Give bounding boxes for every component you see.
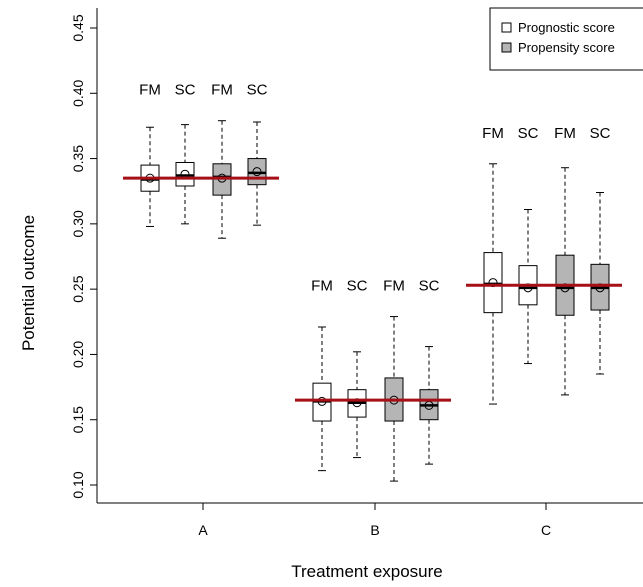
legend: Prognostic score Propensity score (490, 8, 643, 70)
method-label: SC (518, 125, 539, 142)
y-tick-label: 0.40 (70, 79, 86, 106)
legend-swatch (502, 43, 511, 52)
method-label: SC (347, 278, 368, 295)
legend-label: Propensity score (518, 40, 615, 55)
x-tick-label: A (198, 522, 208, 538)
box (484, 253, 502, 313)
y-tick-label: 0.10 (70, 471, 86, 498)
method-label: FM (211, 82, 233, 99)
legend-swatch (502, 23, 511, 32)
method-label: FM (482, 125, 504, 142)
method-label: FM (383, 278, 405, 295)
legend-label: Prognostic score (518, 20, 615, 35)
box (248, 159, 266, 185)
box (176, 162, 194, 186)
method-label: FM (311, 278, 333, 295)
x-tick-label: B (370, 522, 379, 538)
method-label: SC (247, 82, 268, 99)
x-tick-label: C (541, 522, 551, 538)
y-tick-label: 0.30 (70, 210, 86, 237)
x-axis-title: Treatment exposure (291, 562, 443, 581)
method-label: SC (175, 82, 196, 99)
y-tick-label: 0.45 (70, 14, 86, 41)
y-tick-label: 0.15 (70, 406, 86, 433)
method-label: FM (139, 82, 161, 99)
y-tick-label: 0.35 (70, 145, 86, 172)
y-tick-label: 0.20 (70, 341, 86, 368)
legend-box (490, 8, 643, 70)
y-tick-label: 0.25 (70, 275, 86, 302)
method-label: SC (419, 278, 440, 295)
y-axis-title: Potential outcome (19, 215, 38, 351)
method-label: SC (590, 125, 611, 142)
method-label: FM (554, 125, 576, 142)
plot-marks: FM SC FM SC FM SC FM SC FM SC FM SC (123, 82, 622, 481)
